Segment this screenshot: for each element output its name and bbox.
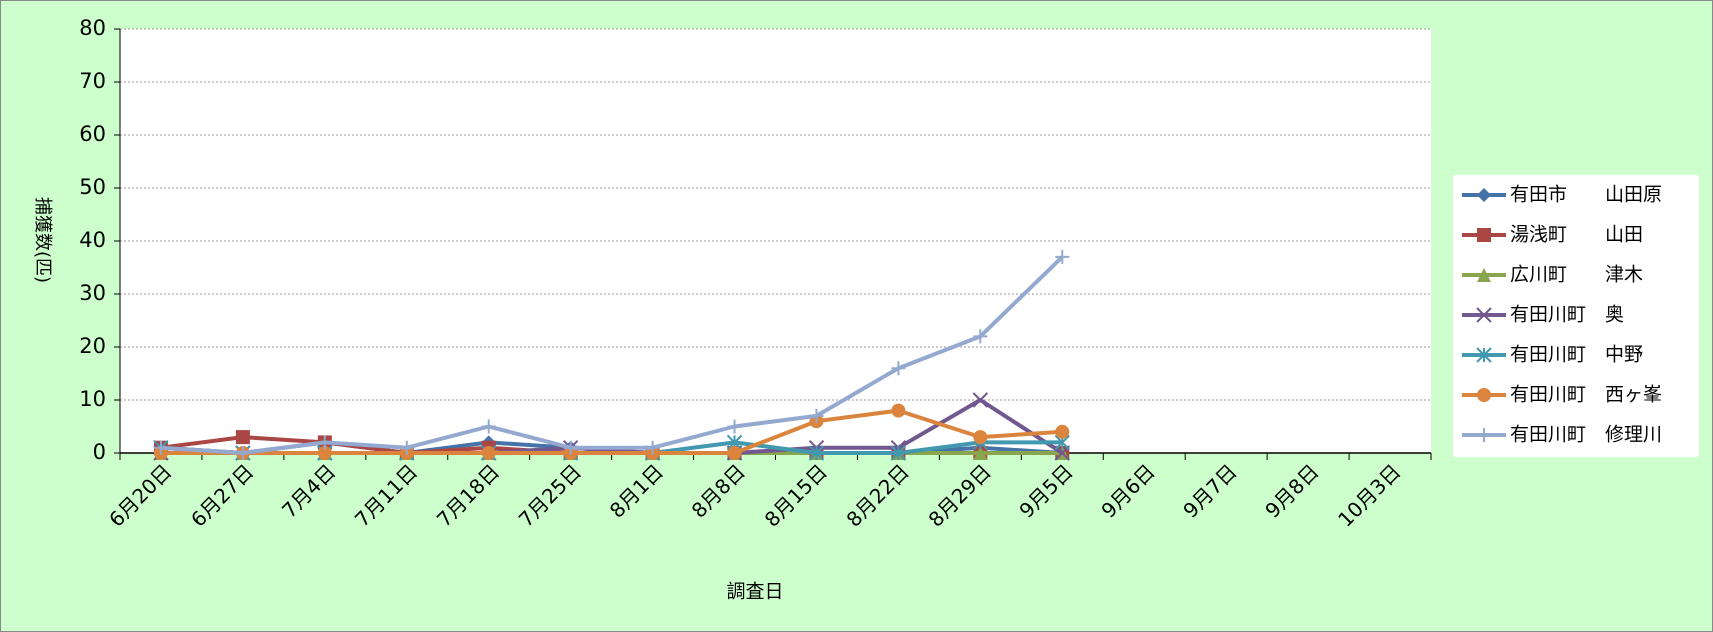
marker [235, 430, 250, 445]
line [160, 408, 1063, 455]
marker [399, 440, 414, 455]
marker [973, 446, 988, 460]
legend-label: 有田市 山田原 [1510, 184, 1662, 206]
x-axis-label: 調査日 [726, 581, 783, 603]
legend-label: 有田川町 西ヶ峯 [1510, 384, 1662, 406]
legend-marker [1476, 307, 1492, 323]
marker [727, 446, 742, 460]
line [160, 255, 1064, 455]
legend-label: 湯浅町 山田 [1510, 224, 1643, 246]
y-tick-label: 60 [79, 122, 106, 146]
legend-marker [1477, 268, 1491, 282]
series [153, 249, 1070, 460]
marker [153, 440, 168, 455]
legend-label: 広川町 津木 [1510, 264, 1643, 286]
marker [317, 435, 332, 450]
marker [890, 445, 907, 461]
legend-label: 有田川町 中野 [1510, 344, 1643, 366]
y-tick-label: 50 [79, 175, 106, 199]
marker [972, 392, 989, 408]
marker [235, 446, 250, 460]
y-tick-label: 40 [79, 228, 106, 252]
marker [481, 419, 496, 434]
legend-label: 有田川町 奥 [1510, 304, 1624, 326]
marker [808, 445, 825, 461]
y-tick-label: 70 [79, 69, 106, 93]
marker [727, 419, 742, 434]
marker [1055, 249, 1070, 264]
marker [317, 446, 332, 460]
marker [481, 446, 496, 460]
legend-marker [1477, 428, 1491, 442]
marker [891, 361, 906, 376]
y-tick-label: 0 [93, 440, 106, 464]
marker [973, 329, 988, 344]
y-tick-label: 10 [79, 387, 106, 411]
legend-marker [1477, 188, 1491, 202]
marker [645, 440, 660, 455]
y-tick-label: 30 [79, 281, 106, 305]
legend-label: 有田川町 修理川 [1510, 424, 1662, 446]
legend-marker [1477, 228, 1491, 242]
y-axis-label: 捕獲数(匹) [32, 197, 53, 283]
legend-marker [1476, 347, 1492, 363]
marker [891, 403, 906, 418]
y-tick-label: 80 [79, 16, 106, 40]
marker [1055, 424, 1070, 439]
marker [973, 430, 988, 445]
y-tick-label: 20 [79, 334, 106, 358]
legend-marker [1477, 388, 1491, 402]
marker [809, 408, 824, 423]
marker [563, 440, 578, 455]
